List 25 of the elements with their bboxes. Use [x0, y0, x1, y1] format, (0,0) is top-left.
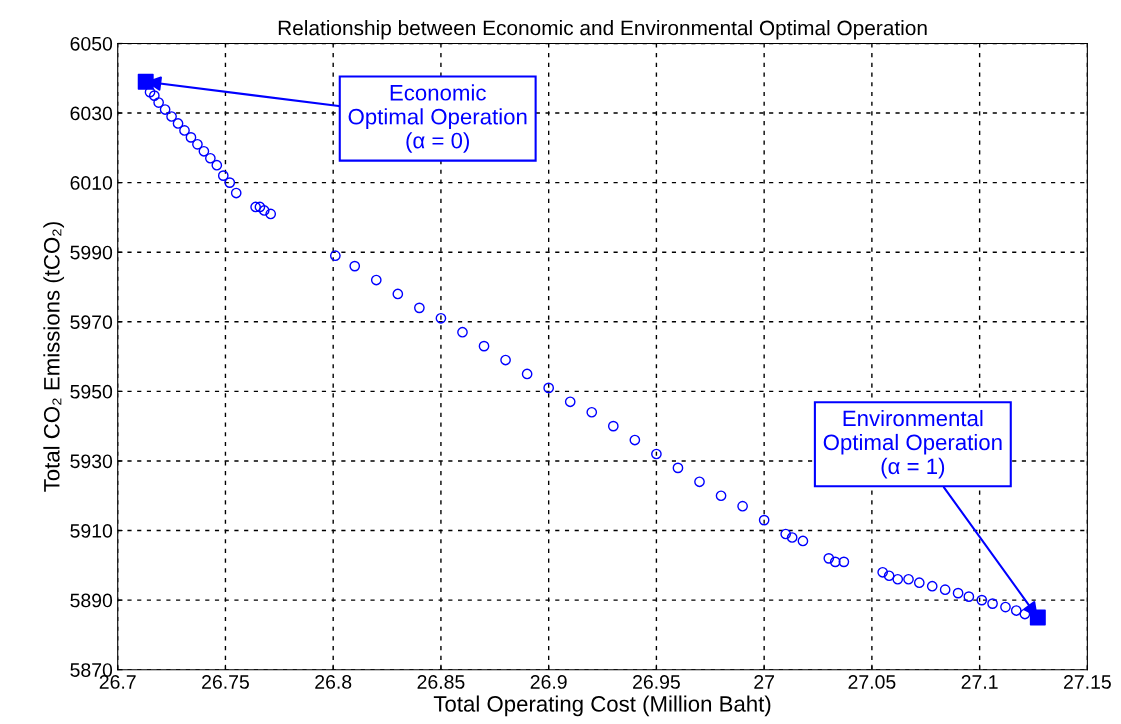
y-axis-title: Total CO₂ Emissions (tCO₂)	[43, 222, 65, 492]
y-tick-label: 5930	[70, 454, 113, 469]
x-tick-label: 27.15	[1064, 675, 1111, 689]
x-tick-label: 26.8	[315, 675, 352, 689]
y-tick-label: 6010	[70, 176, 113, 190]
x-axis-title: Total Operating Cost (Million Baht)	[433, 695, 771, 717]
y-tick-label: 5870	[70, 663, 113, 677]
x-tick-label: 27	[754, 675, 774, 689]
x-tick-label: 26.95	[633, 675, 680, 689]
annotation: Environmental Optimal Operation (α = 1)	[823, 409, 1002, 479]
x-tick-label: 27.05	[848, 675, 896, 689]
x-tick-label: 26.85	[417, 675, 465, 689]
y-tick-label: 5990	[70, 245, 113, 260]
x-tick-label: 26.7	[99, 675, 136, 689]
chart-title: Relationship between Economic and Environmental Optimal Operation	[278, 20, 927, 40]
x-tick-label: 27.1	[961, 675, 998, 689]
x-tick-label: 26.9	[530, 675, 567, 689]
y-tick-label: 6030	[70, 106, 113, 121]
y-tick-label: 5910	[70, 524, 113, 538]
y-tick-label: 5970	[70, 315, 113, 330]
y-tick-label: 6050	[70, 36, 113, 51]
annotation: Economic Optimal Operation (α = 0)	[348, 84, 527, 153]
y-tick-label: 5950	[70, 384, 113, 399]
y-tick-label: 5890	[70, 593, 113, 608]
x-tick-label: 26.75	[202, 675, 249, 689]
